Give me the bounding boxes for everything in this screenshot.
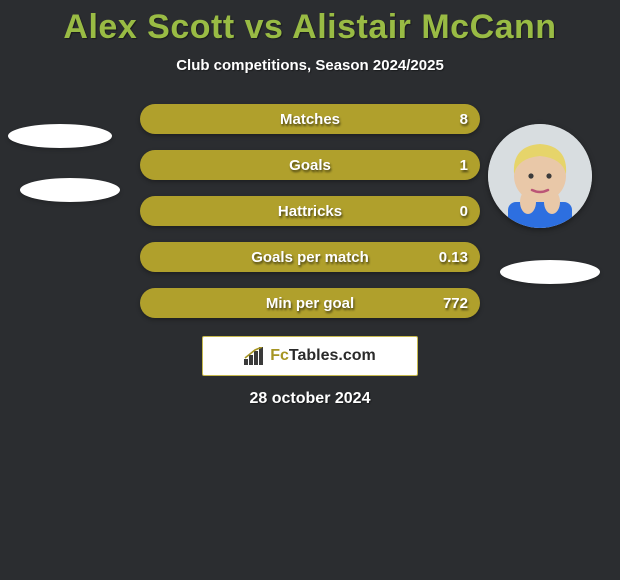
- bar-chart-icon: [244, 347, 266, 365]
- stat-label: Goals per match: [251, 249, 369, 266]
- stats-bars: Matches 8 Goals 1 Hattricks 0 Goals per …: [0, 104, 620, 318]
- stat-label: Goals: [289, 157, 331, 174]
- stat-row-matches: Matches 8: [0, 104, 620, 134]
- stat-bar: Goals per match 0.13: [140, 242, 480, 272]
- stat-label: Hattricks: [278, 203, 342, 220]
- stat-value-right: 0: [460, 203, 468, 220]
- stat-row-hattricks: Hattricks 0: [0, 196, 620, 226]
- date-text: 28 october 2024: [0, 390, 620, 408]
- stat-value-right: 0.13: [439, 249, 468, 266]
- stat-label: Matches: [280, 111, 340, 128]
- stat-value-right: 8: [460, 111, 468, 128]
- stat-row-min-per-goal: Min per goal 772: [0, 288, 620, 318]
- stat-row-goals-per-match: Goals per match 0.13: [0, 242, 620, 272]
- stat-row-goals: Goals 1: [0, 150, 620, 180]
- logo-text: FcTables.com: [270, 347, 376, 365]
- subtitle: Club competitions, Season 2024/2025: [0, 57, 620, 74]
- stat-bar: Goals 1: [140, 150, 480, 180]
- stat-value-right: 1: [460, 157, 468, 174]
- fctables-logo-badge: FcTables.com: [202, 336, 418, 376]
- stat-bar: Hattricks 0: [140, 196, 480, 226]
- page-title: Alex Scott vs Alistair McCann: [0, 0, 620, 47]
- logo-suffix: Tables.com: [289, 347, 376, 364]
- stat-label: Min per goal: [266, 295, 354, 312]
- stat-bar: Min per goal 772: [140, 288, 480, 318]
- logo-prefix: Fc: [270, 347, 289, 364]
- stat-value-right: 772: [443, 295, 468, 312]
- stat-bar: Matches 8: [140, 104, 480, 134]
